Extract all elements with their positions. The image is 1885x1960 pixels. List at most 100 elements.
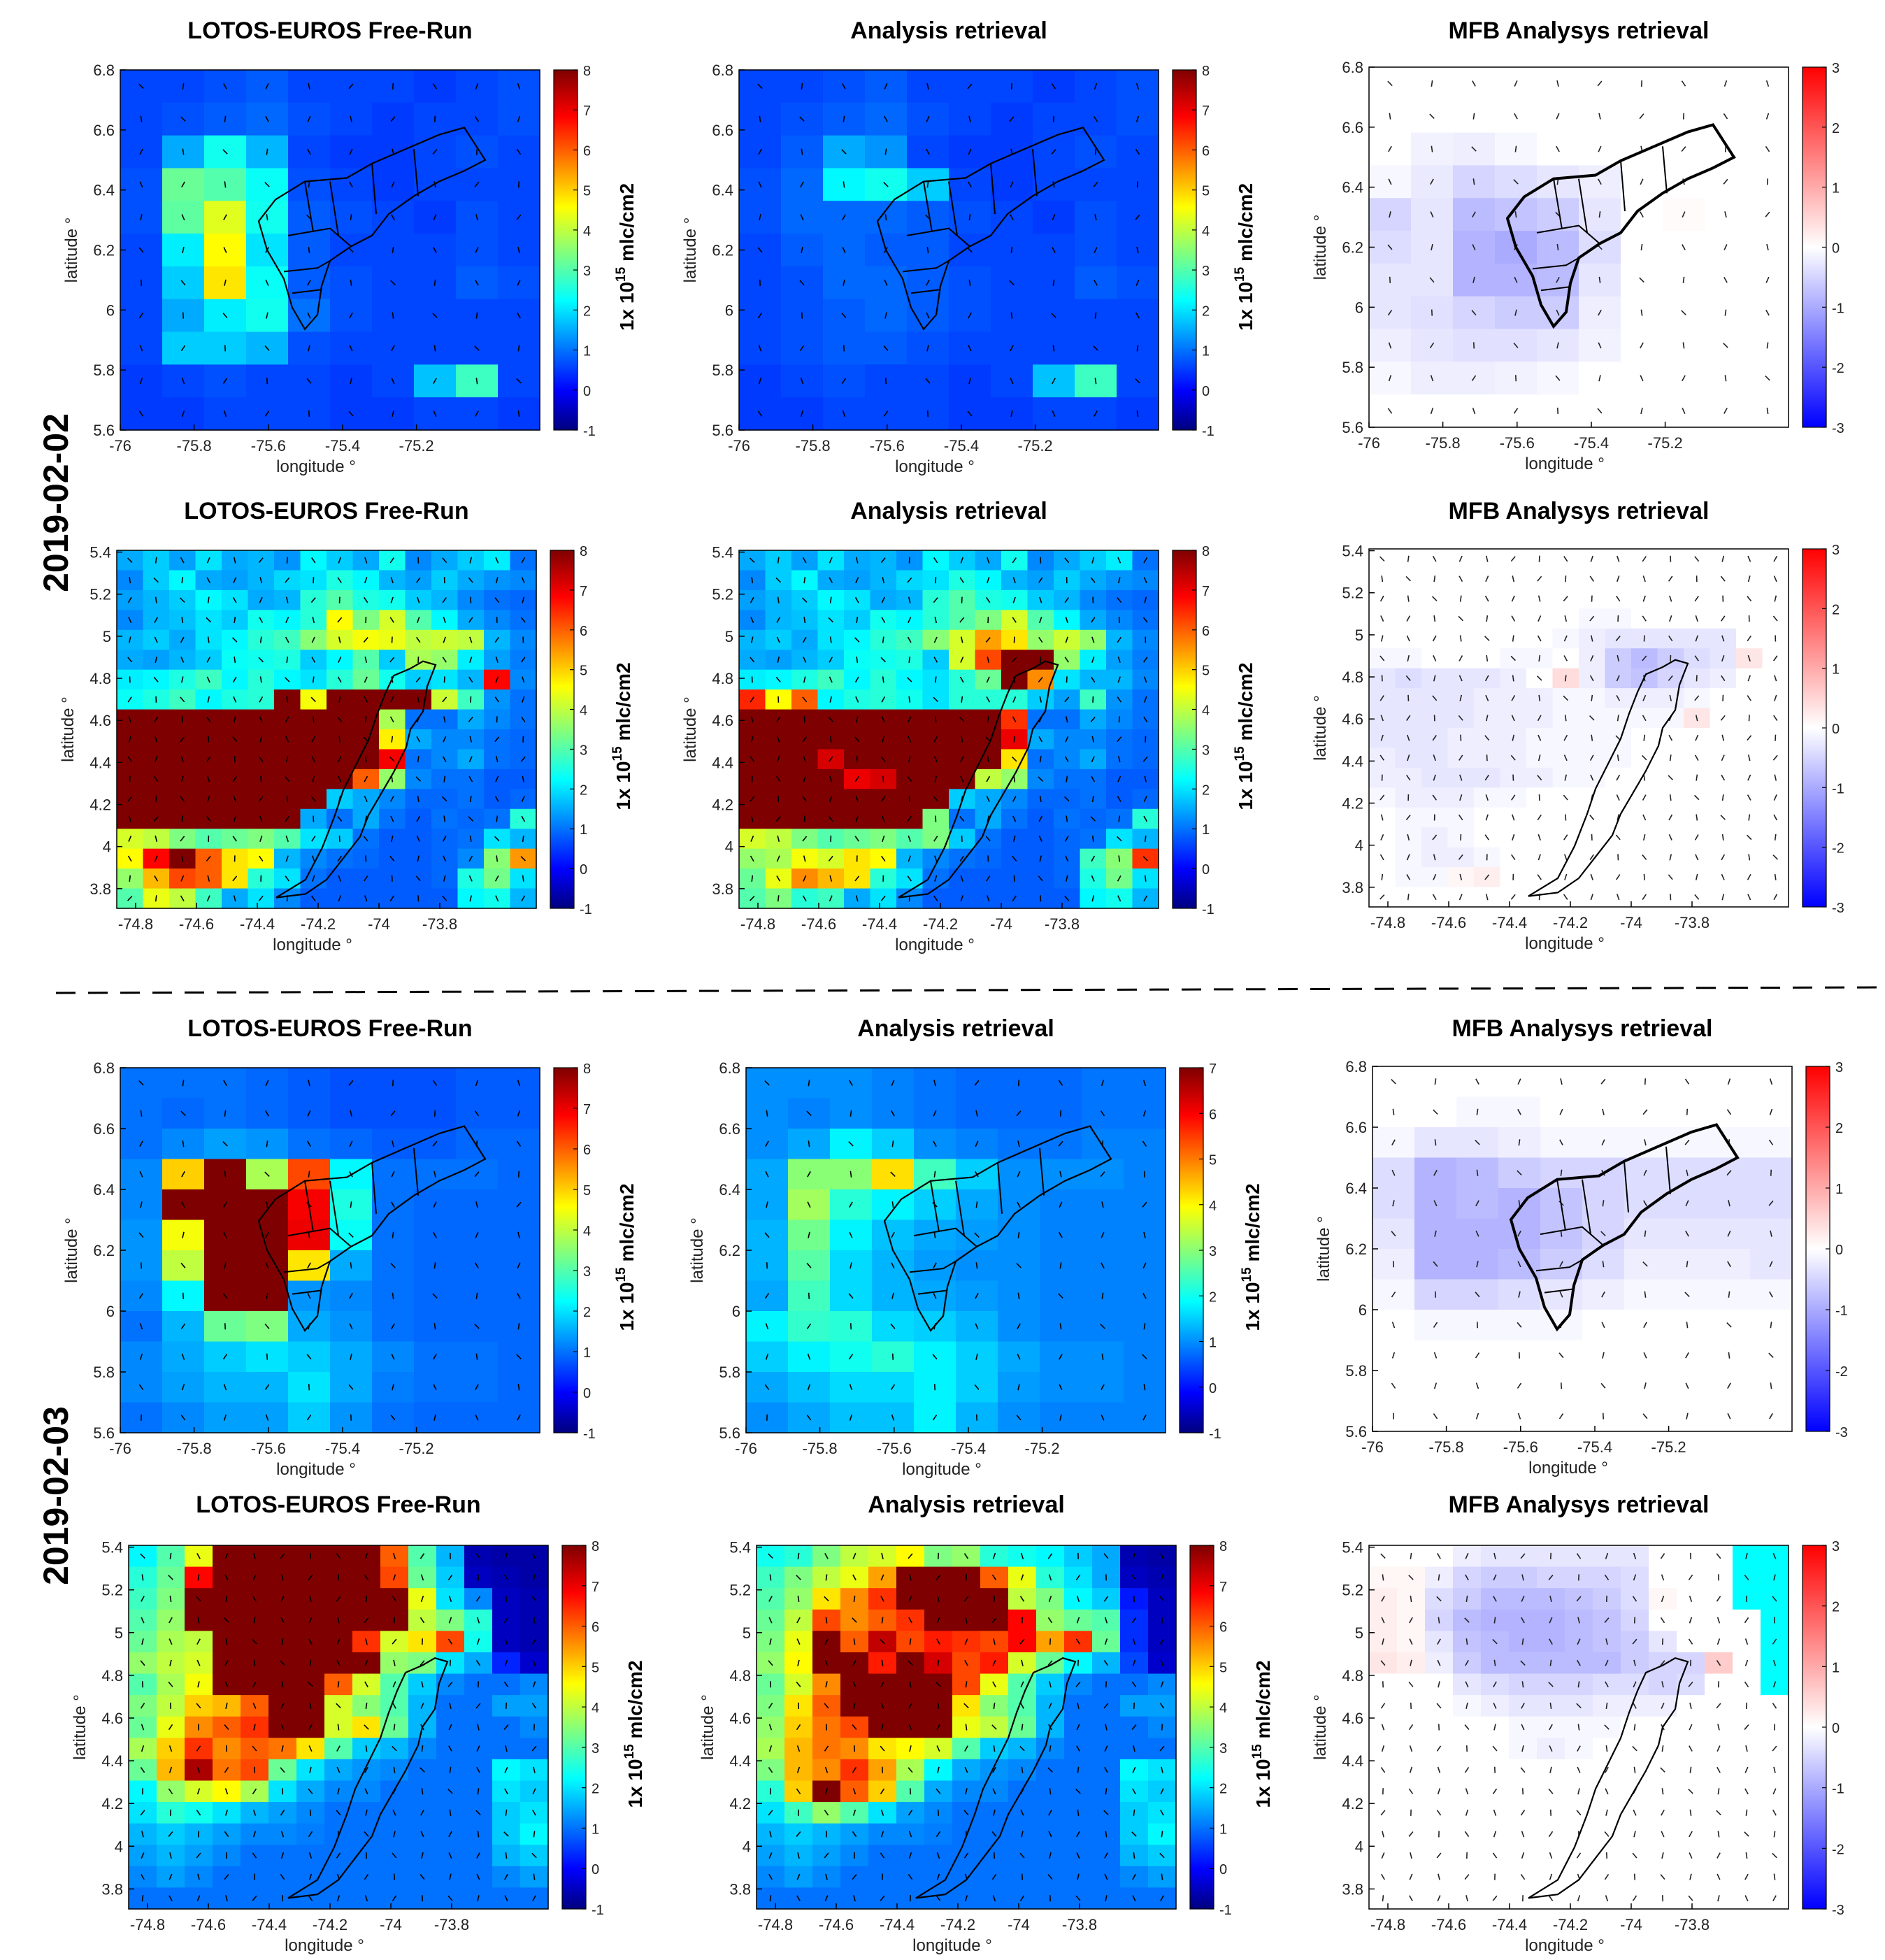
wind-arrow [967, 83, 973, 90]
y-tick-label: 5.6 [93, 1424, 115, 1442]
wind-arrow [516, 148, 522, 155]
colorbar-tick-label: 1 [1202, 344, 1210, 359]
y-tick-label: 6 [1359, 1301, 1367, 1319]
municipality-boundary [1578, 178, 1588, 234]
wind-arrow [1556, 342, 1559, 349]
municipality-boundary [292, 289, 322, 294]
y-tick-label: 4.8 [1342, 668, 1363, 686]
wind-arrow [138, 312, 144, 319]
x-axis-label: longitude ° [912, 1936, 992, 1955]
panel-r2c1: LOTOS-EUROS Free-Run-74.8 -74.6 -74.4 -74.2… [59, 498, 634, 954]
colorbar-tick-label: 1 [1832, 662, 1840, 678]
wind-arrow [1682, 211, 1686, 218]
unit-prefix: 1x 10 [612, 761, 634, 810]
wind-arrow [1010, 312, 1013, 319]
y-tick-label: 6.8 [712, 62, 733, 79]
wind-arrow [1094, 378, 1097, 385]
colorbar-tick-label: 0 [1832, 241, 1840, 257]
y-axis-label: latitude ° [688, 1217, 707, 1283]
colorbar-tick-label: -3 [1832, 421, 1844, 436]
wind-arrow [926, 345, 929, 352]
y-axis-label: latitude ° [1311, 695, 1330, 761]
colorbar-tick-label: 6 [592, 1620, 599, 1636]
panel-r3c3: MFB Analysys retrieval-76 -75.8 -75.6 -75.4… [1314, 1015, 1848, 1478]
wind-arrow [1556, 113, 1560, 120]
wind-arrow [1387, 309, 1393, 316]
wind-arrow [392, 246, 394, 254]
y-tick-label: 5.4 [712, 544, 733, 561]
wind-arrow [306, 378, 312, 384]
wind-arrow [1682, 342, 1685, 349]
wind-arrow [1093, 181, 1098, 187]
colorbar-unit-label: 1x 1015 mlc/cm2 [614, 1183, 638, 1331]
colorbar-unit-label: 1x 1015 mlc/cm2 [622, 1660, 646, 1808]
y-tick-label: 6.4 [1342, 179, 1363, 196]
wind-arrow [1598, 178, 1602, 185]
wind-arrow [758, 148, 762, 155]
wind-arrows [138, 83, 522, 417]
x-tick-label: -75.4 [1574, 434, 1609, 452]
wind-arrow [1765, 80, 1770, 87]
x-tick-label: -74.6 [179, 915, 214, 933]
panel-title: LOTOS-EUROS Free-Run [187, 1015, 472, 1042]
unit-prefix: 1x 10 [1252, 1759, 1274, 1808]
colorbar-tick-label: 5 [1219, 1660, 1227, 1675]
panel-r1c1: LOTOS-EUROS Free-Run-76 -75.8 -75.6 -75.4 -7… [62, 17, 638, 476]
x-tick-label: -76 [1361, 1438, 1384, 1456]
wind-arrow [1723, 343, 1728, 348]
y-axis-label: latitude ° [71, 1694, 89, 1760]
x-axis-label: longitude ° [273, 936, 352, 954]
y-tick-label: 5.4 [101, 1539, 123, 1557]
wind-arrow [1052, 410, 1056, 417]
wind-arrow [799, 345, 805, 352]
wind-arrow [1765, 211, 1770, 217]
wind-arrow [223, 247, 227, 253]
panel-r1c2: Analysis retrieval-76 -75.8 -75.6 -75.4 -75.… [681, 17, 1256, 476]
y-axis-label: latitude ° [62, 217, 81, 283]
wind-arrow [1514, 113, 1518, 120]
y-tick-label: 6.4 [719, 1181, 740, 1199]
wind-arrow [182, 246, 185, 254]
wind-arrow [1514, 309, 1517, 316]
colorbar-tick-label: 4 [583, 1224, 591, 1239]
colorbar [553, 1067, 578, 1433]
wind-arrow [841, 313, 847, 319]
wind-arrow [1514, 276, 1518, 283]
wind-arrow [350, 115, 352, 122]
wind-arrow [1389, 113, 1391, 120]
y-tick-label: 4 [725, 838, 733, 856]
wind-arrow [926, 246, 929, 254]
colorbar-tick-label: 0 [1219, 1862, 1227, 1877]
wind-arrow [1052, 279, 1055, 286]
x-tick-label: -75.6 [251, 437, 286, 455]
y-tick-label: 3.8 [101, 1880, 123, 1898]
wind-arrow [884, 83, 888, 90]
wind-arrow [1598, 375, 1601, 382]
colorbar-tick-label: -1 [583, 424, 596, 439]
municipality-boundary [1532, 257, 1579, 270]
y-tick-label: 6.4 [1345, 1180, 1367, 1197]
wind-arrow [801, 148, 803, 155]
wind-arrow [264, 182, 270, 187]
colorbar-tick-label: -1 [583, 1426, 596, 1442]
unit-exponent: 15 [622, 1744, 637, 1759]
wind-arrow [433, 345, 436, 352]
wind-arrow [266, 148, 268, 155]
colorbar-tick-label: 3 [1202, 743, 1210, 758]
wind-arrow [307, 279, 311, 286]
x-tick-label: -75.6 [251, 1440, 286, 1457]
y-tick-label: 4.6 [729, 1710, 751, 1727]
wind-arrow [1135, 83, 1140, 90]
wind-arrow [1556, 276, 1560, 283]
wind-arrow [1723, 276, 1728, 283]
wind-arrow [1724, 309, 1727, 316]
colorbar [561, 1545, 587, 1910]
wind-arrow [1723, 80, 1728, 87]
y-tick-label: 3.8 [89, 880, 111, 898]
wind-arrows [1387, 80, 1770, 415]
wind-arrow [1135, 378, 1140, 384]
colorbar-tick-label: -1 [1832, 781, 1844, 796]
x-tick-label: -76 [1358, 434, 1380, 452]
x-tick-label: -75.8 [796, 437, 831, 455]
wind-arrow [1472, 408, 1476, 415]
